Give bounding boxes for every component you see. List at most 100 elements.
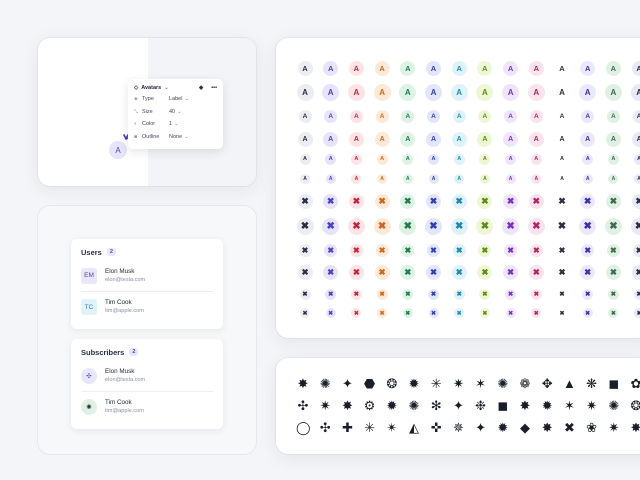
avatar-variant-cross-icon[interactable]: ✖ [580,264,596,280]
property-row-size[interactable]: ⤡ Size 40 ⌄ [134,106,217,119]
avatar-variant[interactable]: A [401,109,415,123]
avatar-variant-cross-icon[interactable]: ✖ [478,243,492,257]
avatar-variant[interactable]: A [607,153,619,165]
avatar-variant[interactable]: A [454,174,465,184]
avatar-variant[interactable]: A [428,174,439,184]
avatar-variant[interactable]: A [425,83,442,101]
avatar-variant[interactable]: A [477,60,493,76]
avatar-variant[interactable]: A [503,131,519,147]
avatar-preview[interactable]: A [109,141,127,159]
avatar-variant[interactable]: A [503,60,519,76]
chevron-down-icon[interactable]: ⌄ [164,85,169,91]
avatar-variant-cross-icon[interactable]: ✖ [325,308,336,318]
avatar-variant-cross-icon[interactable]: ✖ [502,217,520,235]
avatar-variant-cross-icon[interactable]: ✖ [605,264,621,280]
avatar-variant-cross-icon[interactable]: ✖ [553,217,571,235]
shape-icon[interactable]: ✺ [497,376,509,391]
avatar-variant-cross-icon[interactable]: ✖ [451,193,467,209]
avatar-variant[interactable]: A [348,60,364,76]
avatar-variant-cross-icon[interactable]: ✖ [477,193,493,209]
shape-icon[interactable]: ❂ [630,398,640,413]
avatar-variant[interactable]: A [633,153,640,165]
list-item[interactable]: ✺ Tim Cook tim@apple.com [81,391,213,422]
avatar-variant[interactable]: A [350,153,362,165]
avatar-variant[interactable]: A [400,131,416,147]
avatar-variant[interactable]: A [377,174,388,184]
avatar-variant[interactable]: A [632,109,640,123]
avatar-variant-cross-icon[interactable]: ✖ [347,217,365,235]
avatar-variant-cross-icon[interactable]: ✖ [373,217,391,235]
avatar-variant-cross-icon[interactable]: ✖ [374,193,390,209]
avatar-variant-cross-icon[interactable]: ✖ [351,308,362,318]
avatar-variant-cross-icon[interactable]: ✖ [376,288,388,300]
shape-icon[interactable]: ✣ [319,420,331,435]
avatar-variant[interactable]: A [351,174,362,184]
avatar-variant[interactable]: A [402,153,414,165]
shape-icon[interactable]: ✷ [608,420,620,435]
avatar-variant[interactable]: A [582,153,594,165]
shape-icon[interactable]: ✿ [630,376,640,391]
avatar-variant[interactable]: A [325,174,336,184]
shape-icon[interactable]: ❂ [386,376,398,391]
avatar-variant[interactable]: A [298,109,312,123]
shape-icon[interactable]: ✸ [630,420,640,435]
avatar-variant-cross-icon[interactable]: ✖ [348,193,364,209]
shape-icon[interactable]: ✷ [586,398,598,413]
avatar-variant[interactable]: A [451,60,467,76]
avatar-variant-cross-icon[interactable]: ✖ [632,243,640,257]
avatar-variant-cross-icon[interactable]: ✖ [527,217,545,235]
shape-icon[interactable]: ◆ [520,420,530,435]
shape-icon[interactable]: ⬣ [363,376,376,391]
avatar-variant-cross-icon[interactable]: ✖ [605,193,621,209]
avatar-variant[interactable]: A [554,131,570,147]
shape-icon[interactable]: ✦ [475,420,487,435]
avatar-variant-cross-icon[interactable]: ✖ [299,288,311,300]
avatar-variant[interactable]: A [504,109,518,123]
avatar-variant[interactable]: A [553,83,571,101]
avatar-variant-cross-icon[interactable]: ✖ [503,193,519,209]
avatar-variant-cross-icon[interactable]: ✖ [297,193,313,209]
avatar-variant-cross-icon[interactable]: ✖ [554,193,570,209]
shape-icon[interactable]: ◭ [409,420,419,435]
avatar-variant[interactable]: A [579,83,597,101]
avatar-variant[interactable]: A [426,131,441,147]
avatar-variant[interactable]: A [373,83,391,101]
avatar-variant-cross-icon[interactable]: ✖ [323,264,339,280]
shape-icon[interactable]: ◼ [497,398,509,413]
avatar-variant[interactable]: A [400,60,416,76]
avatar-variant[interactable]: A [428,153,439,165]
shape-icon[interactable]: ✶ [475,376,487,391]
component-instance-icon[interactable]: ◈ [198,85,204,91]
avatar-variant[interactable]: A [554,60,570,76]
avatar-variant[interactable]: A [476,83,494,101]
avatar-variant[interactable]: A [426,60,441,76]
avatar-variant-cross-icon[interactable]: ✖ [582,308,593,318]
avatar-variant-cross-icon[interactable]: ✖ [557,308,567,318]
property-row-color[interactable]: ◐ Color 1 ⌄ [134,118,217,131]
avatar-variant-cross-icon[interactable]: ✖ [454,308,465,318]
shape-icon[interactable]: ❋ [586,376,598,391]
shape-icon[interactable]: ◼ [608,376,620,391]
shape-icon[interactable]: ✣ [297,398,309,413]
avatar-variant-cross-icon[interactable]: ✖ [555,243,569,257]
avatar-variant-cross-icon[interactable]: ✖ [350,288,362,300]
property-value[interactable]: None [169,133,183,140]
avatar-variant[interactable]: A [376,153,388,165]
shape-icon[interactable]: ✖ [563,420,575,435]
avatar-variant[interactable]: A [556,153,568,165]
more-icon[interactable]: ••• [211,85,217,91]
avatar-variant[interactable]: A [631,60,640,76]
avatar-variant-cross-icon[interactable]: ✖ [400,264,416,280]
avatar-variant-cross-icon[interactable]: ✖ [349,243,363,257]
avatar-variant[interactable]: A [605,60,621,76]
shape-icon[interactable]: ❉ [475,398,487,413]
shape-icon[interactable]: ✥ [541,376,553,391]
shape-icon[interactable]: ✵ [452,420,464,435]
avatar-variant-cross-icon[interactable]: ✖ [528,264,544,280]
shape-icon[interactable]: ✶ [563,398,575,413]
avatar-variant[interactable]: A [323,60,339,76]
property-row-outline[interactable]: ■ Outline None ⌄ [134,131,217,144]
avatar-variant[interactable]: A [348,131,364,147]
avatar-variant[interactable]: A [604,83,622,101]
avatar-variant[interactable]: A [297,60,313,76]
